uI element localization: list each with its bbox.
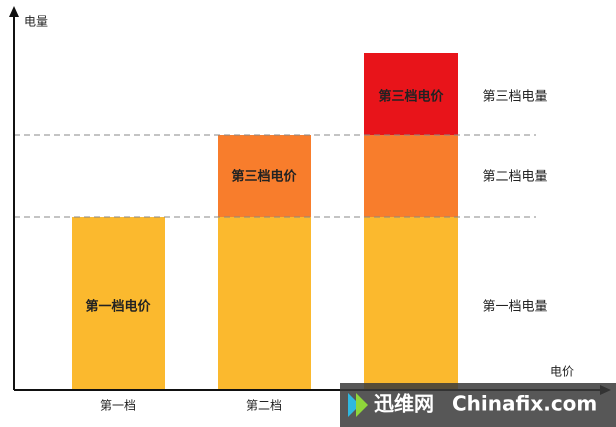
category-label: 第一档 xyxy=(100,399,136,413)
watermark-brand: 迅维网 xyxy=(374,392,434,416)
y-arrow xyxy=(9,6,19,17)
watermark-bg xyxy=(340,383,616,427)
bar-tier2 xyxy=(364,135,458,217)
tier-label: 第三档电量 xyxy=(482,90,547,105)
bar-tier1 xyxy=(218,217,311,390)
price-label: 第一档电价 xyxy=(85,299,151,315)
bar-tier1 xyxy=(72,217,165,390)
x-axis-label: 电价 xyxy=(550,365,574,379)
bar-tier3 xyxy=(364,53,458,135)
price-label: 第三档电价 xyxy=(231,169,297,185)
watermark-logo xyxy=(348,393,360,417)
y-axis-label: 电量 xyxy=(24,15,48,29)
tier-label: 第一档电量 xyxy=(482,300,547,315)
bar-tier2 xyxy=(218,135,311,217)
category-label: 第二档 xyxy=(246,399,282,413)
price-label: 第三档电价 xyxy=(378,89,444,105)
watermark-logo xyxy=(356,393,368,417)
bar-tier1 xyxy=(364,217,458,390)
watermark-site: Chinafix.com xyxy=(452,392,597,416)
tier-label: 第二档电量 xyxy=(482,170,547,185)
